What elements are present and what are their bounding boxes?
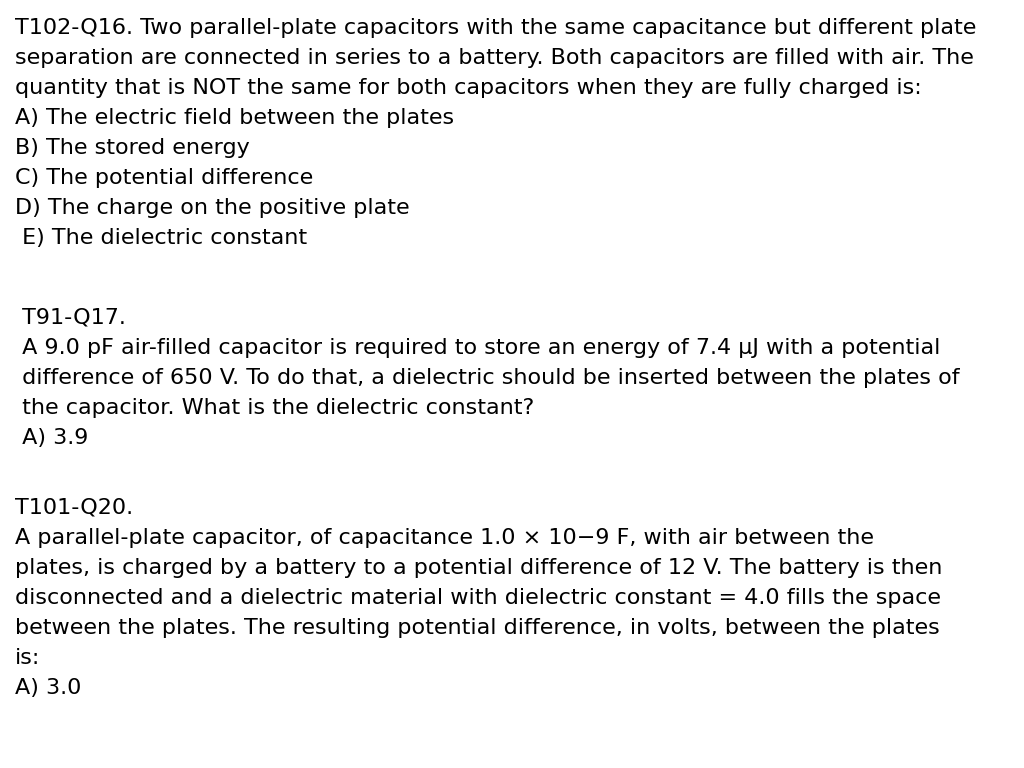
Text: quantity that is NOT the same for both capacitors when they are fully charged is: quantity that is NOT the same for both c… [15,78,922,98]
Text: the capacitor. What is the dielectric constant?: the capacitor. What is the dielectric co… [15,398,535,418]
Text: disconnected and a dielectric material with dielectric constant = 4.0 fills the : disconnected and a dielectric material w… [15,588,941,608]
Text: E) The dielectric constant: E) The dielectric constant [15,228,307,248]
Text: A) 3.0: A) 3.0 [15,678,81,698]
Text: is:: is: [15,648,40,668]
Text: A) The electric field between the plates: A) The electric field between the plates [15,108,454,128]
Text: T101-Q20.: T101-Q20. [15,498,133,518]
Text: difference of 650 V. To do that, a dielectric should be inserted between the pla: difference of 650 V. To do that, a diele… [15,368,959,388]
Text: plates, is charged by a battery to a potential difference of 12 V. The battery i: plates, is charged by a battery to a pot… [15,558,942,578]
Text: B) The stored energy: B) The stored energy [15,138,250,158]
Text: C) The potential difference: C) The potential difference [15,168,313,188]
Text: D) The charge on the positive plate: D) The charge on the positive plate [15,198,410,218]
Text: A parallel-plate capacitor, of capacitance 1.0 × 10−9 F, with air between the: A parallel-plate capacitor, of capacitan… [15,528,874,548]
Text: T91-Q17.: T91-Q17. [15,308,126,328]
Text: separation are connected in series to a battery. Both capacitors are filled with: separation are connected in series to a … [15,48,974,68]
Text: between the plates. The resulting potential difference, in volts, between the pl: between the plates. The resulting potent… [15,618,940,638]
Text: A 9.0 pF air-filled capacitor is required to store an energy of 7.4 μJ with a po: A 9.0 pF air-filled capacitor is require… [15,338,940,358]
Text: A) 3.9: A) 3.9 [15,428,88,448]
Text: T102-Q16. Two parallel-plate capacitors with the same capacitance but different : T102-Q16. Two parallel-plate capacitors … [15,18,976,38]
